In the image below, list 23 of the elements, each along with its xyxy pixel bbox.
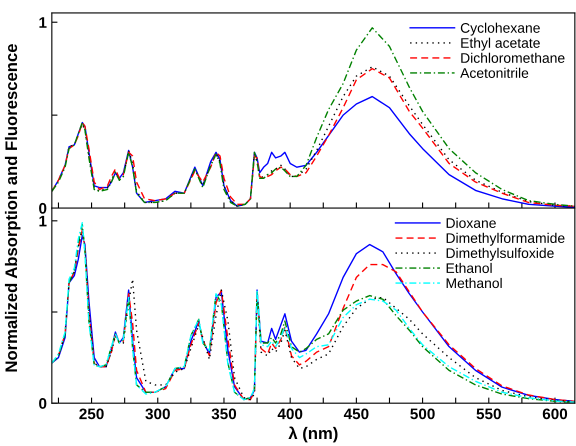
y-tick-label: 0 [39, 202, 46, 214]
legend-label: Methanol [446, 278, 502, 288]
legend-label: Dimethylsulfoxide [446, 248, 554, 261]
x-tick-label: 350 [212, 408, 236, 420]
legend-label: Acetonitrile [460, 68, 528, 78]
legend-label: Ethanol [446, 262, 492, 274]
legend-label: Ethyl acetate [461, 38, 540, 51]
legend-label: Dimethylformamide [446, 232, 565, 246]
x-tick-label: 550 [476, 408, 501, 420]
x-tick-label: 450 [344, 408, 368, 420]
x-tick-label: 300 [145, 408, 170, 420]
legend-label: Cyclohexane [460, 22, 540, 36]
y-tick-label: 1 [39, 216, 47, 226]
legend-label: Dichloromethane [461, 52, 565, 63]
x-tick-label: 600 [542, 408, 568, 420]
x-tick-label: 400 [278, 408, 302, 420]
x-axis-title: λ (nm) [288, 426, 338, 442]
x-tick-label: 500 [410, 408, 435, 420]
y-tick-label: 0 [39, 398, 46, 409]
x-tick-label: 250 [79, 408, 104, 420]
y-axis-title: Normalized Absorption and Fluorescence [4, 44, 20, 372]
y-tick-label: 1 [39, 17, 47, 28]
legend-label: Dioxane [446, 218, 496, 228]
